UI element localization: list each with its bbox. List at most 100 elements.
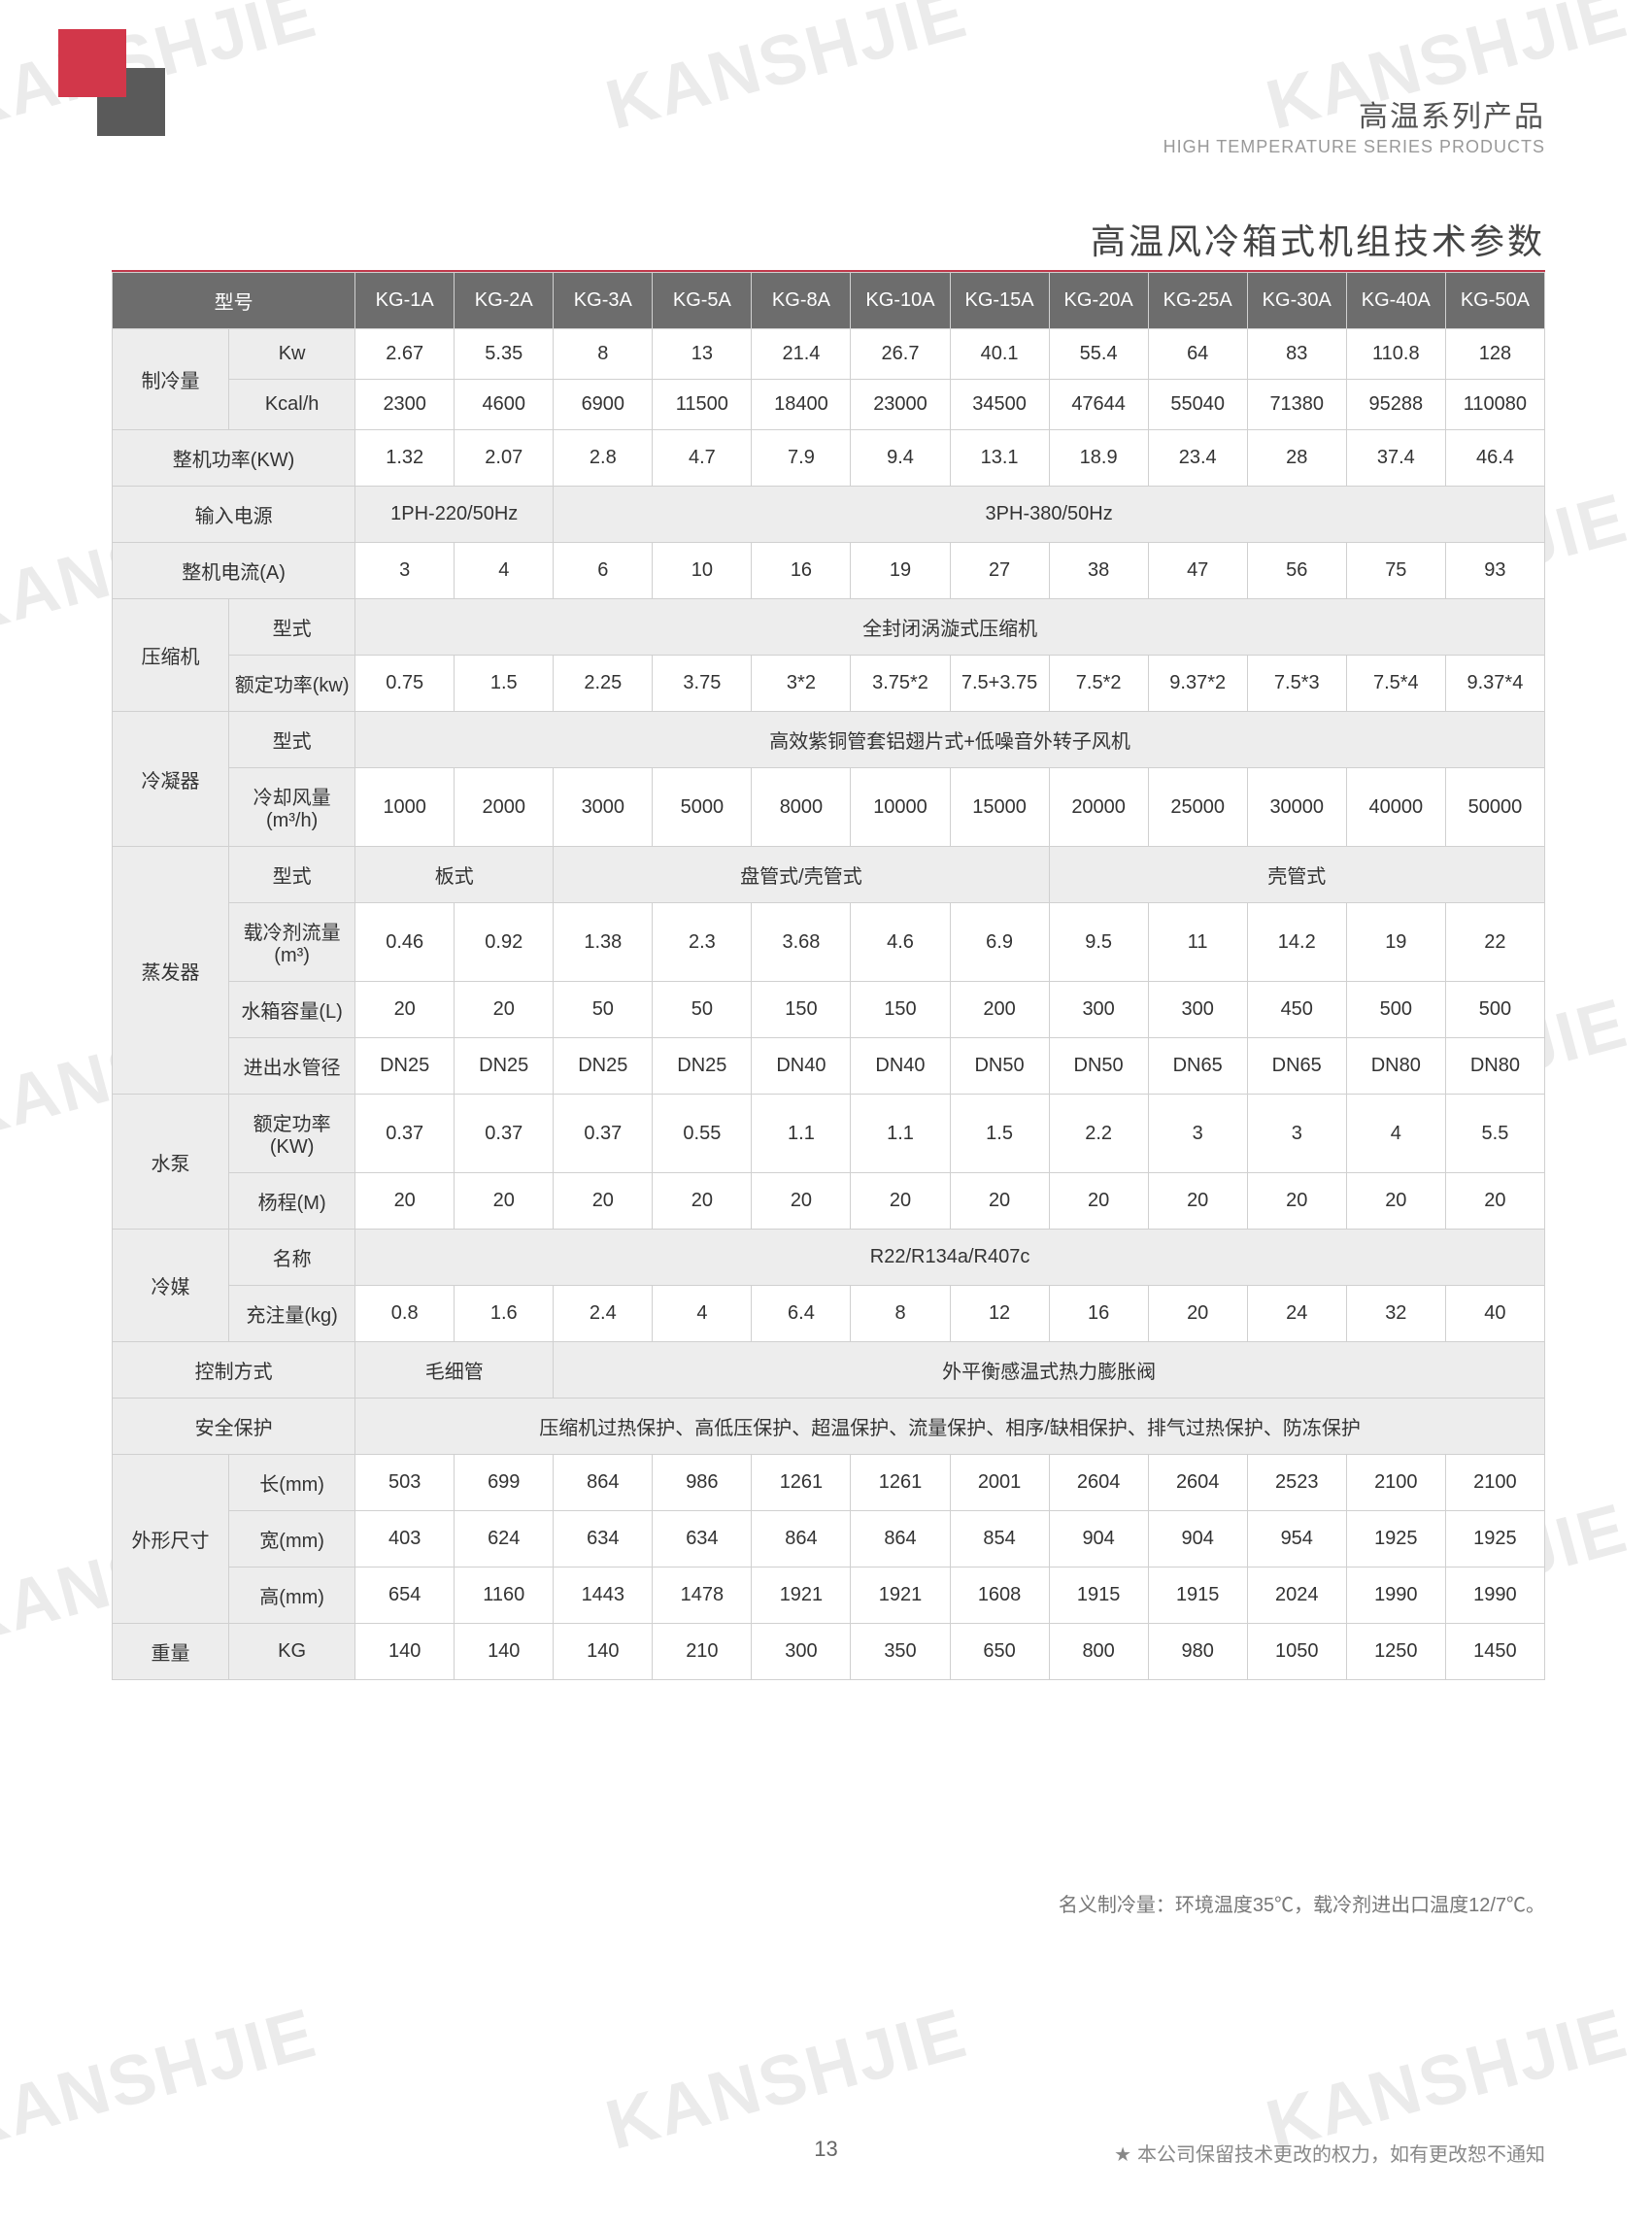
cell: 1478 xyxy=(653,1568,752,1624)
cell: 20 xyxy=(355,982,455,1038)
cell: 854 xyxy=(950,1511,1049,1568)
kcal-label: Kcal/h xyxy=(229,380,355,430)
table-row: 冷凝器 型式 高效紫铜管套铝翅片式+低噪音外转子风机 xyxy=(113,712,1545,768)
cell: 20 xyxy=(653,1173,752,1230)
cell: 2523 xyxy=(1247,1455,1346,1511)
cell: 200 xyxy=(950,982,1049,1038)
model-col: KG-5A xyxy=(653,273,752,329)
cell: 2.4 xyxy=(554,1286,653,1342)
height-label: 高(mm) xyxy=(229,1568,355,1624)
cell: 55040 xyxy=(1148,380,1247,430)
cell: 2.2 xyxy=(1049,1095,1148,1173)
model-col: KG-30A xyxy=(1247,273,1346,329)
cell: 8000 xyxy=(752,768,851,847)
weight-unit: KG xyxy=(229,1624,355,1680)
cell: 16 xyxy=(752,543,851,599)
cell: 20 xyxy=(950,1173,1049,1230)
cell: 1000 xyxy=(355,768,455,847)
tank-label: 水箱容量(L) xyxy=(229,982,355,1038)
cell: 20 xyxy=(1445,1173,1544,1230)
safety-label: 安全保护 xyxy=(113,1399,355,1455)
cell: 4.6 xyxy=(851,903,950,982)
cell: 37.4 xyxy=(1346,430,1445,487)
cell: 0.55 xyxy=(653,1095,752,1173)
cell: 20 xyxy=(554,1173,653,1230)
cell: 140 xyxy=(455,1624,554,1680)
cell: 20 xyxy=(1049,1173,1148,1230)
cell: 38 xyxy=(1049,543,1148,599)
cell: 16 xyxy=(1049,1286,1148,1342)
table-row: 杨程(M) 202020202020202020202020 xyxy=(113,1173,1545,1230)
cell: 624 xyxy=(455,1511,554,1568)
cell: 6.4 xyxy=(752,1286,851,1342)
cell: 8 xyxy=(851,1286,950,1342)
dimensions-label: 外形尺寸 xyxy=(113,1455,229,1624)
cell: 0.8 xyxy=(355,1286,455,1342)
table-row: 控制方式 毛细管 外平衡感温式热力膨胀阀 xyxy=(113,1342,1545,1399)
cell: 0.37 xyxy=(554,1095,653,1173)
type-label: 型式 xyxy=(229,599,355,656)
input-power-1: 1PH-220/50Hz xyxy=(355,487,554,543)
cell: 4 xyxy=(1346,1095,1445,1173)
input-power-2: 3PH-380/50Hz xyxy=(554,487,1545,543)
cell: 24 xyxy=(1247,1286,1346,1342)
cell: 1250 xyxy=(1346,1624,1445,1680)
cell: 1990 xyxy=(1346,1568,1445,1624)
table-row: 蒸发器 型式 板式 盘管式/壳管式 壳管式 xyxy=(113,847,1545,903)
cell: 26.7 xyxy=(851,329,950,380)
cell: 20 xyxy=(355,1173,455,1230)
cell: 23000 xyxy=(851,380,950,430)
total-current-label: 整机电流(A) xyxy=(113,543,355,599)
cell: 980 xyxy=(1148,1624,1247,1680)
watermark: KANSHJIE xyxy=(598,1993,975,2166)
cell: 23.4 xyxy=(1148,430,1247,487)
table-row: 输入电源 1PH-220/50Hz 3PH-380/50Hz xyxy=(113,487,1545,543)
cell: 20 xyxy=(1247,1173,1346,1230)
cell: 7.5+3.75 xyxy=(950,656,1049,712)
cell: 12 xyxy=(950,1286,1049,1342)
cell: 3*2 xyxy=(752,656,851,712)
cell: DN65 xyxy=(1148,1038,1247,1095)
cell: 1990 xyxy=(1445,1568,1544,1624)
cell: 1160 xyxy=(455,1568,554,1624)
header-row: 型号 KG-1A KG-2A KG-3A KG-5A KG-8A KG-10A … xyxy=(113,273,1545,329)
table-row: 额定功率(kw) 0.751.52.253.753*23.75*27.5+3.7… xyxy=(113,656,1545,712)
cell: 4.7 xyxy=(653,430,752,487)
model-col: KG-10A xyxy=(851,273,950,329)
cell: 3.68 xyxy=(752,903,851,982)
cell: 20 xyxy=(455,982,554,1038)
star-icon: ★ xyxy=(1114,2144,1131,2166)
safety: 压缩机过热保护、高低压保护、超温保护、流量保护、相序/缺相保护、排气过热保护、防… xyxy=(355,1399,1545,1455)
cell: 0.46 xyxy=(355,903,455,982)
page-number: 13 xyxy=(814,2137,837,2162)
table-row: Kcal/h 230046006900115001840023000345004… xyxy=(113,380,1545,430)
cell: 15000 xyxy=(950,768,1049,847)
condenser-label: 冷凝器 xyxy=(113,712,229,847)
model-col: KG-2A xyxy=(455,273,554,329)
evaporator-label: 蒸发器 xyxy=(113,847,229,1095)
page-title: 高温风冷箱式机组技术参数 xyxy=(1091,214,1545,264)
cell: DN40 xyxy=(851,1038,950,1095)
model-col: KG-3A xyxy=(554,273,653,329)
cell: 2.3 xyxy=(653,903,752,982)
model-col: KG-8A xyxy=(752,273,851,329)
cooling-air-label: 冷却风量(m³/h) xyxy=(229,768,355,847)
cell: 986 xyxy=(653,1455,752,1511)
cell: 9.5 xyxy=(1049,903,1148,982)
cell: DN65 xyxy=(1247,1038,1346,1095)
cell: 2.25 xyxy=(554,656,653,712)
cell: 50000 xyxy=(1445,768,1544,847)
cell: DN25 xyxy=(554,1038,653,1095)
name-label: 名称 xyxy=(229,1230,355,1286)
cell: 1.38 xyxy=(554,903,653,982)
cell: 2604 xyxy=(1148,1455,1247,1511)
pump-label: 水泵 xyxy=(113,1095,229,1230)
cell: 128 xyxy=(1445,329,1544,380)
cell: 2100 xyxy=(1445,1455,1544,1511)
weight-label: 重量 xyxy=(113,1624,229,1680)
cell: 75 xyxy=(1346,543,1445,599)
evap-type-3: 壳管式 xyxy=(1049,847,1544,903)
table-row: 外形尺寸 长(mm) 50369986498612611261200126042… xyxy=(113,1455,1545,1511)
cell: 2.8 xyxy=(554,430,653,487)
cell: 503 xyxy=(355,1455,455,1511)
